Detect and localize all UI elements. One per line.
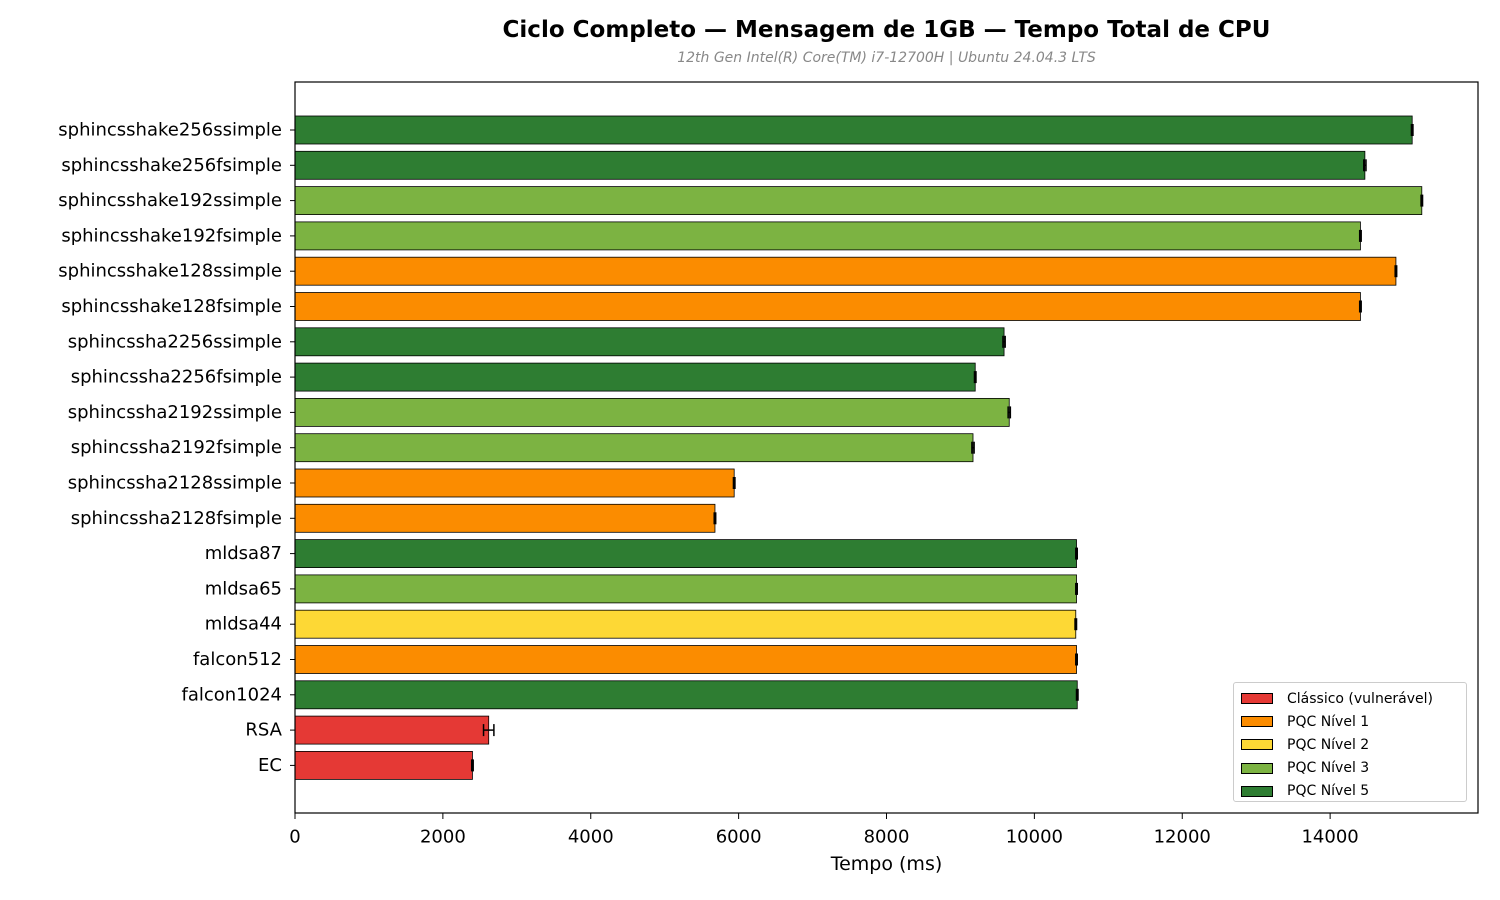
y-tick-label-sphincsshake192fsimple: sphincsshake192fsimple — [61, 225, 282, 246]
x-tick-label-6000: 6000 — [716, 827, 762, 848]
legend-item-classico: Clássico (vulnerável) — [1241, 687, 1460, 710]
y-tick-label-mldsa44: mldsa44 — [205, 614, 282, 635]
y-tick-label-falcon1024: falcon1024 — [182, 684, 283, 705]
bar-sphincsshake128fsimple — [294, 292, 1361, 321]
legend-swatch-nivel1 — [1241, 716, 1273, 728]
bar-RSA — [294, 715, 490, 745]
bar-sphincssha2192ssimple — [294, 397, 1010, 427]
x-tick-label-14000: 14000 — [1301, 827, 1358, 848]
y-tick-label-sphincsshake128fsimple: sphincsshake128fsimple — [61, 296, 282, 317]
bar-sphincsshake192fsimple — [294, 221, 1361, 251]
bar-sphincsshake256fsimple — [294, 150, 1366, 180]
bar-sphincssha2128ssimple — [294, 468, 735, 498]
bar-sphincssha2192fsimple — [294, 433, 974, 463]
legend-swatch-nivel5 — [1241, 785, 1273, 797]
bar-mldsa65 — [294, 574, 1077, 604]
legend-swatch-nivel2 — [1241, 739, 1273, 751]
chart-title: Ciclo Completo — Mensagem de 1GB — Tempo… — [502, 17, 1271, 43]
bar-sphincssha2128fsimple — [294, 503, 716, 533]
bar-sphincsshake128ssimple — [294, 256, 1397, 286]
y-tick-label-sphincsshake192ssimple: sphincsshake192ssimple — [58, 190, 282, 211]
x-tick-label-10000: 10000 — [1006, 827, 1063, 848]
legend-label-nivel5: PQC Nível 5 — [1287, 783, 1370, 800]
bar-falcon512 — [294, 645, 1077, 674]
legend-label-nivel2: PQC Nível 2 — [1287, 736, 1370, 753]
bar-falcon1024 — [294, 680, 1078, 710]
bar-mldsa44 — [294, 609, 1077, 639]
bar-sphincssha2256fsimple — [294, 362, 976, 392]
y-tick-label-sphincsshake256fsimple: sphincsshake256fsimple — [61, 155, 282, 176]
chart-subtitle: 12th Gen Intel(R) Core(TM) i7-12700H | U… — [677, 50, 1096, 66]
y-tick-label-sphincssha2128fsimple: sphincssha2128fsimple — [71, 508, 282, 529]
y-tick-label-sphincssha2128ssimple: sphincssha2128ssimple — [68, 473, 282, 494]
y-tick-label-sphincsshake256ssimple: sphincsshake256ssimple — [58, 120, 282, 141]
legend-label-nivel3: PQC Nível 3 — [1287, 760, 1370, 777]
y-tick-label-sphincssha2256fsimple: sphincssha2256fsimple — [71, 367, 282, 388]
legend-item-nivel2: PQC Nível 2 — [1241, 733, 1460, 756]
x-tick-label-4000: 4000 — [568, 827, 614, 848]
legend-label-classico: Clássico (vulnerável) — [1287, 690, 1434, 707]
y-tick-label-sphincssha2256ssimple: sphincssha2256ssimple — [68, 331, 282, 352]
x-tick-label-12000: 12000 — [1154, 827, 1211, 848]
x-axis-label: Tempo (ms) — [830, 853, 943, 875]
y-tick-label-RSA: RSA — [245, 720, 282, 741]
y-tick-label-mldsa65: mldsa65 — [205, 578, 282, 599]
legend-item-nivel5: PQC Nível 5 — [1241, 780, 1460, 803]
y-tick-label-sphincsshake128ssimple: sphincsshake128ssimple — [58, 261, 282, 282]
y-tick-label-sphincssha2192ssimple: sphincssha2192ssimple — [68, 402, 282, 423]
chart-legend: Clássico (vulnerável) PQC Nível 1 PQC Ní… — [1233, 682, 1467, 802]
y-tick-label-mldsa87: mldsa87 — [205, 543, 282, 564]
y-tick-label-EC: EC — [258, 755, 282, 776]
legend-swatch-classico — [1241, 693, 1273, 705]
y-tick-label-falcon512: falcon512 — [193, 649, 282, 670]
x-tick-label-8000: 8000 — [864, 827, 910, 848]
legend-label-nivel1: PQC Nível 1 — [1287, 713, 1370, 730]
legend-item-nivel3: PQC Nível 3 — [1241, 757, 1460, 780]
y-tick-label-sphincssha2192fsimple: sphincssha2192fsimple — [71, 437, 282, 458]
bar-EC — [294, 751, 473, 780]
legend-item-nivel1: PQC Nível 1 — [1241, 710, 1460, 733]
bar-sphincssha2256ssimple — [294, 327, 1005, 357]
x-tick-label-0: 0 — [289, 827, 300, 848]
legend-swatch-nivel3 — [1241, 762, 1273, 774]
bar-sphincsshake192ssimple — [294, 186, 1423, 216]
x-tick-label-2000: 2000 — [420, 827, 466, 848]
bar-mldsa87 — [294, 539, 1077, 568]
bar-sphincsshake256ssimple — [294, 115, 1413, 145]
